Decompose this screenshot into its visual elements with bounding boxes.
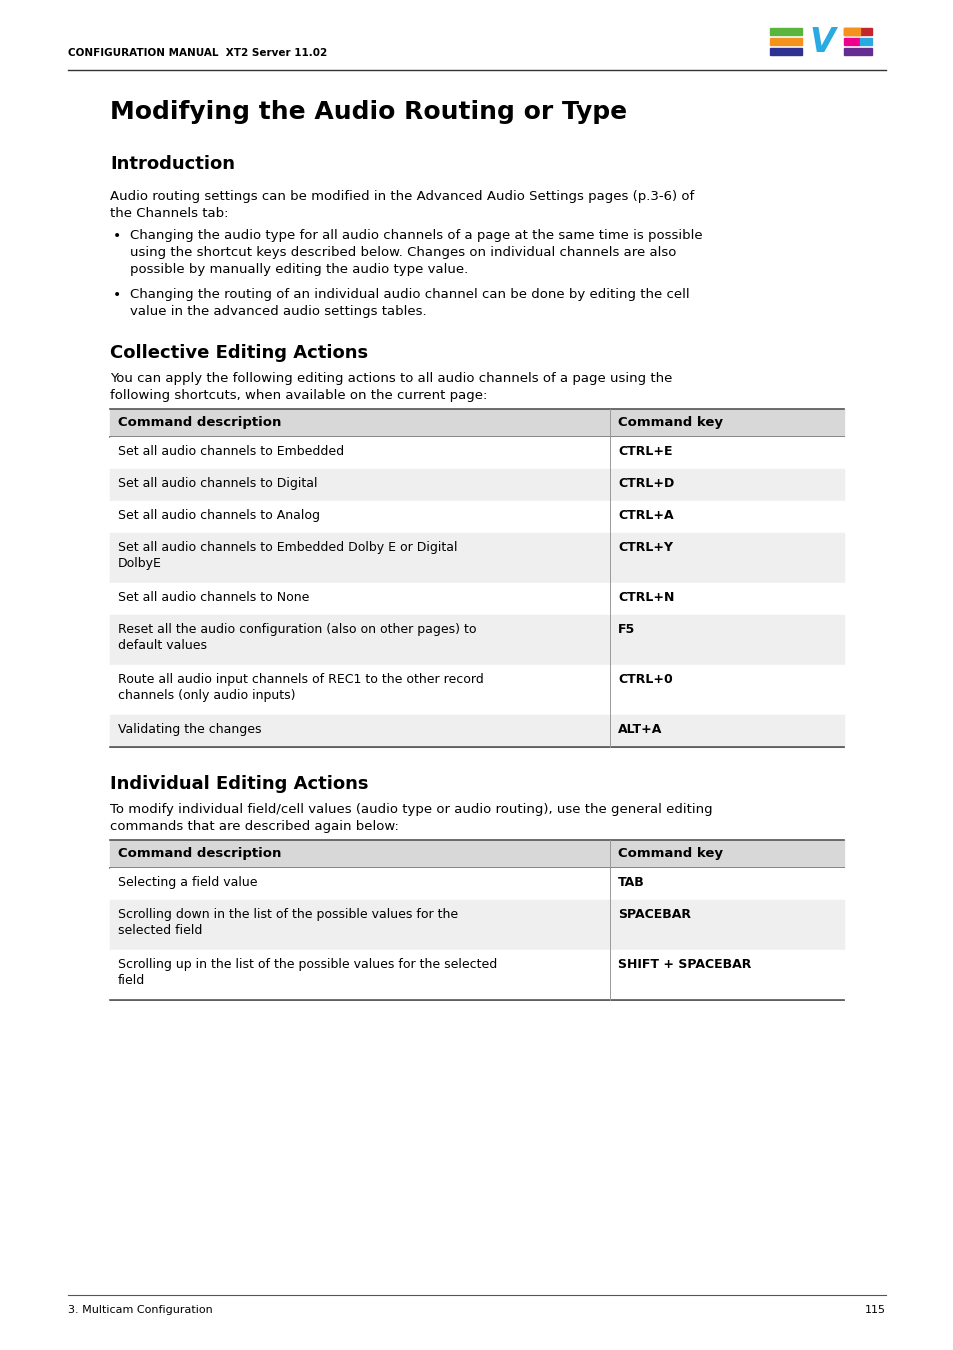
Text: SHIFT + SPACEBAR: SHIFT + SPACEBAR: [618, 958, 751, 971]
Bar: [859, 38, 871, 45]
Text: CTRL+D: CTRL+D: [618, 477, 674, 490]
Text: Scrolling down in the list of the possible values for the: Scrolling down in the list of the possib…: [118, 909, 457, 921]
Text: default values: default values: [118, 639, 207, 652]
Bar: [843, 28, 859, 35]
Text: CTRL+0: CTRL+0: [618, 674, 672, 686]
Text: Audio routing settings can be modified in the Advanced Audio Settings pages (p.3: Audio routing settings can be modified i…: [110, 190, 694, 202]
Bar: [110, 900, 843, 950]
Text: Route all audio input channels of REC1 to the other record: Route all audio input channels of REC1 t…: [118, 674, 483, 686]
Text: 115: 115: [864, 1305, 885, 1315]
Bar: [110, 468, 843, 501]
Text: Reset all the audio configuration (also on other pages) to: Reset all the audio configuration (also …: [118, 622, 476, 636]
Text: value in the advanced audio settings tables.: value in the advanced audio settings tab…: [130, 305, 426, 319]
Text: the Channels tab:: the Channels tab:: [110, 207, 229, 220]
Text: F5: F5: [618, 622, 635, 636]
Text: •: •: [112, 288, 121, 302]
Text: Introduction: Introduction: [110, 155, 234, 173]
Text: Command description: Command description: [118, 416, 281, 429]
Text: Set all audio channels to Digital: Set all audio channels to Digital: [118, 477, 317, 490]
Text: •: •: [112, 230, 121, 243]
Bar: [769, 28, 801, 35]
Bar: [843, 28, 871, 35]
Text: selected field: selected field: [118, 923, 202, 937]
Text: ALT+A: ALT+A: [618, 724, 661, 736]
Bar: [110, 583, 843, 616]
Text: SPACEBAR: SPACEBAR: [618, 909, 690, 921]
Text: CTRL+E: CTRL+E: [618, 446, 672, 458]
Text: following shortcuts, when available on the current page:: following shortcuts, when available on t…: [110, 389, 487, 402]
Text: CTRL+Y: CTRL+Y: [618, 541, 672, 554]
Text: Set all audio channels to Analog: Set all audio channels to Analog: [118, 509, 319, 522]
Text: Changing the routing of an individual audio channel can be done by editing the c: Changing the routing of an individual au…: [130, 288, 689, 301]
Text: Individual Editing Actions: Individual Editing Actions: [110, 775, 368, 792]
Text: commands that are described again below:: commands that are described again below:: [110, 819, 398, 833]
Bar: [110, 716, 843, 747]
Text: 3. Multicam Configuration: 3. Multicam Configuration: [68, 1305, 213, 1315]
Bar: [110, 437, 843, 468]
Text: To modify individual field/cell values (audio type or audio routing), use the ge: To modify individual field/cell values (…: [110, 803, 712, 815]
Text: Selecting a field value: Selecting a field value: [118, 876, 257, 890]
Bar: [110, 533, 843, 583]
Text: field: field: [118, 973, 145, 987]
Text: Set all audio channels to None: Set all audio channels to None: [118, 591, 309, 603]
Bar: [110, 840, 843, 868]
Text: Changing the audio type for all audio channels of a page at the same time is pos: Changing the audio type for all audio ch…: [130, 230, 702, 242]
Bar: [110, 868, 843, 900]
Text: TAB: TAB: [618, 876, 644, 890]
Text: DolbyE: DolbyE: [118, 558, 162, 570]
Text: Set all audio channels to Embedded: Set all audio channels to Embedded: [118, 446, 344, 458]
Text: Validating the changes: Validating the changes: [118, 724, 261, 736]
Bar: [110, 409, 843, 437]
Bar: [843, 49, 871, 55]
Text: channels (only audio inputs): channels (only audio inputs): [118, 688, 295, 702]
Bar: [110, 501, 843, 533]
Bar: [110, 950, 843, 1000]
Bar: [769, 49, 801, 55]
Text: using the shortcut keys described below. Changes on individual channels are also: using the shortcut keys described below.…: [130, 246, 676, 259]
Text: Collective Editing Actions: Collective Editing Actions: [110, 344, 368, 362]
Bar: [843, 38, 859, 45]
Text: Command key: Command key: [618, 416, 722, 429]
Text: CTRL+N: CTRL+N: [618, 591, 674, 603]
Bar: [110, 666, 843, 716]
Text: Command description: Command description: [118, 846, 281, 860]
Text: CTRL+A: CTRL+A: [618, 509, 673, 522]
Text: Scrolling up in the list of the possible values for the selected: Scrolling up in the list of the possible…: [118, 958, 497, 971]
Text: Set all audio channels to Embedded Dolby E or Digital: Set all audio channels to Embedded Dolby…: [118, 541, 457, 554]
Bar: [769, 38, 801, 45]
Bar: [110, 616, 843, 666]
Text: Command key: Command key: [618, 846, 722, 860]
Text: V: V: [808, 26, 834, 58]
Text: Modifying the Audio Routing or Type: Modifying the Audio Routing or Type: [110, 100, 626, 124]
Text: possible by manually editing the audio type value.: possible by manually editing the audio t…: [130, 263, 468, 275]
Text: You can apply the following editing actions to all audio channels of a page usin: You can apply the following editing acti…: [110, 373, 672, 385]
Text: CONFIGURATION MANUAL  XT2 Server 11.02: CONFIGURATION MANUAL XT2 Server 11.02: [68, 49, 327, 58]
